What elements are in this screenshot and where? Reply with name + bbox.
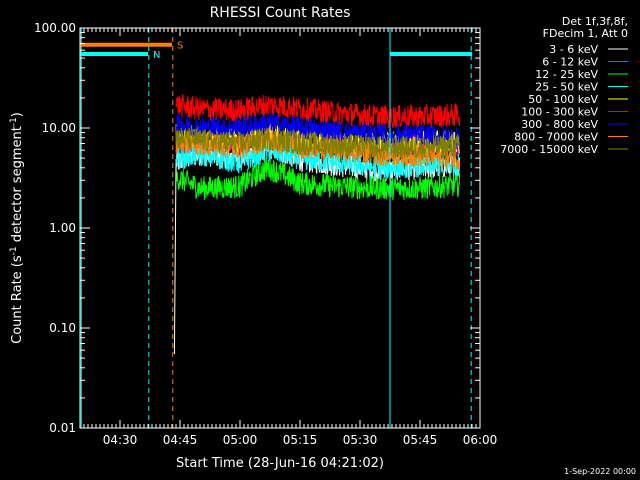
series-transition-line: [173, 162, 177, 354]
legend-header-line: Det 1f,3f,8f,: [562, 15, 628, 28]
y-axis-label: Count Rate (s-1 detector segment-1): [9, 112, 25, 344]
x-tick-label: 06:00: [463, 433, 498, 447]
x-tick-label: 04:45: [163, 433, 198, 447]
series-line: [175, 127, 461, 160]
legend-header-line: FDecim 1, Att 0: [543, 27, 628, 40]
y-tick-label: 0.01: [49, 421, 76, 435]
y-axis-label-part: ): [10, 112, 25, 117]
y-tick-label: 1.00: [49, 221, 76, 235]
series-line: [175, 157, 461, 201]
legend-label: 50 - 100 keV: [528, 93, 598, 106]
legend-label: 6 - 12 keV: [542, 56, 598, 69]
footer-date: 1-Sep-2022 00:00: [564, 467, 636, 476]
x-tick-label: 04:30: [103, 433, 138, 447]
y-axis-label-superscript: -1: [9, 246, 19, 255]
x-tick-label: 05:00: [223, 433, 258, 447]
x-tick-label: 05:45: [403, 433, 438, 447]
chart-title: RHESSI Count Rates: [210, 5, 351, 21]
x-tick-label: 05:30: [343, 433, 378, 447]
flag-label: S: [177, 41, 183, 52]
legend-label: 100 - 300 keV: [521, 106, 598, 119]
x-tick-label: 05:15: [283, 433, 318, 447]
series-line: [175, 94, 461, 129]
x-axis-label: Start Time (28-Jun-16 04:21:02): [176, 456, 384, 471]
x-axis: 04:30 04:45 05:00 05:15 05:30 05:45 06:00: [79, 28, 498, 447]
legend-label: 12 - 25 keV: [535, 68, 598, 81]
legend-label: 7000 - 15000 keV: [500, 143, 598, 156]
y-axis-label-superscript: -1: [9, 117, 19, 126]
flag-label: N: [153, 50, 160, 61]
legend-label: 25 - 50 keV: [535, 81, 598, 94]
y-axis-label-part: Count Rate (s: [10, 255, 25, 344]
y-tick-label: 0.10: [49, 321, 76, 335]
y-tick-label: 100.00: [34, 21, 76, 35]
legend-label: 800 - 7000 keV: [514, 131, 598, 144]
y-tick-label: 10.00: [42, 121, 76, 135]
series-line: [175, 139, 461, 180]
y-axis-label-part: detector segment: [10, 126, 25, 246]
y-axis: 0.01 0.10 1.00 10.00 100.00: [34, 21, 480, 435]
data-series-layer: [173, 94, 461, 354]
legend-label: 300 - 800 keV: [521, 118, 598, 131]
legend-label: 3 - 6 keV: [549, 43, 598, 56]
